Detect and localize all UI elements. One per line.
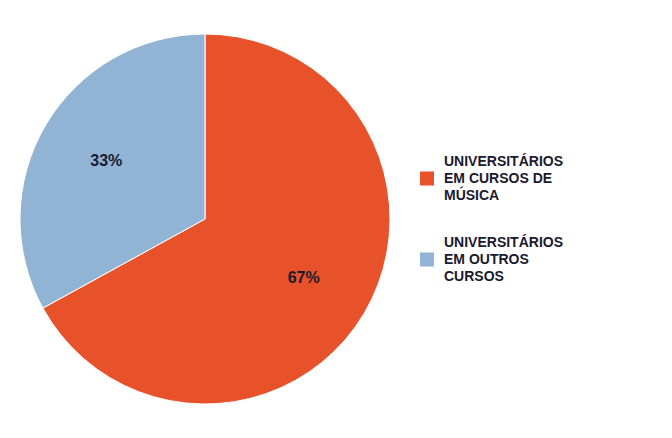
legend-label-line: CURSOS bbox=[444, 268, 504, 284]
legend-label-line: UNIVERSITÁRIOS bbox=[444, 234, 563, 250]
legend-label-line: UNIVERSITÁRIOS bbox=[444, 153, 563, 169]
legend-swatch bbox=[420, 172, 434, 186]
legend: UNIVERSITÁRIOSEM CURSOS DEMÚSICAUNIVERSI… bbox=[420, 153, 563, 284]
data-label: 33% bbox=[90, 152, 122, 169]
data-labels: 67% 33% bbox=[90, 152, 319, 286]
legend-label-line: EM CURSOS DE bbox=[444, 170, 552, 186]
data-label: 67% bbox=[288, 269, 320, 286]
legend-label-line: MÚSICA bbox=[444, 186, 499, 203]
slices bbox=[20, 34, 390, 404]
legend-label: UNIVERSITÁRIOSEM OUTROSCURSOS bbox=[444, 234, 563, 284]
legend-swatch bbox=[420, 253, 434, 267]
legend-label-line: EM OUTROS bbox=[444, 251, 529, 267]
slice bbox=[20, 34, 205, 308]
legend-label: UNIVERSITÁRIOSEM CURSOS DEMÚSICA bbox=[444, 153, 563, 203]
chart: 67%33%UNIVERSITÁRIOSEM CURSOS DEMÚSICAUN… bbox=[0, 0, 672, 438]
